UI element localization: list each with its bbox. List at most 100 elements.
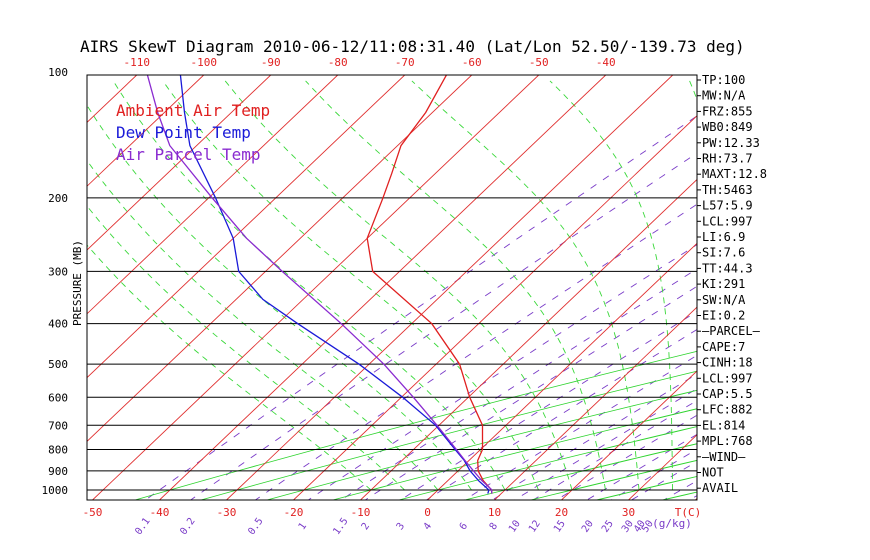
profile-line-dewpoint — [179, 75, 490, 494]
chart-title: AIRS SkewT Diagram 2010-06-12/11:08:31.4… — [80, 37, 745, 56]
index-item: AVAIL — [702, 481, 738, 495]
pressure-tick-label: 800 — [48, 443, 68, 456]
moist-adiabat-line — [87, 104, 472, 491]
mixing-ratio-unit: (g/kg) — [652, 517, 692, 530]
index-item: KI:291 — [702, 277, 745, 291]
index-item: CAPE:7 — [702, 340, 745, 354]
pressure-tick-label: 300 — [48, 265, 68, 278]
isotherm-line — [494, 306, 697, 500]
bottom-tick-label: -20 — [284, 506, 304, 519]
moist-adiabat-line — [87, 205, 405, 491]
bottom-tick-label: 30 — [622, 506, 635, 519]
pressure-tick-label: 500 — [48, 358, 68, 371]
index-item: CINH:18 — [702, 356, 753, 370]
mixing-ratio-line — [514, 388, 697, 500]
index-item: CAP:5.5 — [702, 387, 753, 401]
index-item: WB0:849 — [702, 120, 753, 134]
moist-adiabat-line — [411, 80, 640, 491]
bottom-tick-label: T(C) — [675, 506, 702, 519]
moist-adiabat-line — [549, 80, 673, 490]
isobar-lines — [87, 197, 697, 491]
moist-adiabat-line — [112, 80, 506, 491]
index-item: SI:7.6 — [702, 246, 745, 260]
mixing-ratio-tick-label: 1 — [297, 521, 309, 532]
index-item: —WIND— — [702, 450, 746, 464]
isotherm-line — [87, 75, 473, 443]
mixing-ratio-line — [190, 152, 697, 500]
mixing-ratio-tick-label: 12 — [527, 518, 543, 534]
index-item: EL:814 — [702, 418, 745, 432]
bottom-tick-label: -40 — [150, 506, 170, 519]
top-tick-label: -50 — [529, 56, 549, 69]
index-item: —PARCEL— — [702, 324, 761, 338]
bottom-tick-label: -10 — [351, 506, 371, 519]
mixing-ratio-line — [464, 354, 697, 500]
isotherm-line — [0, 75, 3, 500]
isotherm-line — [226, 75, 674, 500]
moist-adiabat-line — [305, 80, 606, 491]
top-tick-label: -40 — [596, 56, 616, 69]
mixing-ratio-tick-label: 0.2 — [178, 516, 197, 537]
bottom-tick-label: 0 — [424, 506, 431, 519]
mixing-ratio-tick-label: 3 — [395, 521, 407, 532]
dry-adiabat-line — [332, 408, 697, 500]
mixing-ratio-tick-label: 0.5 — [246, 516, 265, 537]
mixing-ratio-tick-label: 1.5 — [331, 516, 350, 537]
top-tick-label: -100 — [191, 56, 218, 69]
dry-adiabat-line — [464, 443, 697, 500]
index-item: EI:0.2 — [702, 309, 745, 323]
isotherm-line — [87, 75, 205, 187]
mixing-ratio-tick-label: 6 — [458, 521, 470, 532]
bottom-tick-label: 10 — [488, 506, 501, 519]
legend-air-parcel-temp: Air Parcel Temp — [116, 145, 261, 164]
dry-adiabat-line — [200, 370, 697, 500]
isotherm-line — [87, 75, 272, 251]
isotherm-line — [360, 178, 697, 500]
profile-line-ambient — [366, 75, 493, 494]
index-item: TH:5463 — [702, 183, 753, 197]
pressure-tick-label: 600 — [48, 391, 68, 404]
index-item: LI:6.9 — [702, 230, 745, 244]
legend-dew-point-temp: Dew Point Temp — [116, 123, 251, 142]
mixing-ratio-tick-label: 20 — [580, 518, 596, 534]
mixing-ratio-tick-label: 2 — [360, 521, 372, 532]
bottom-tick-label: -50 — [83, 506, 103, 519]
mixing-ratio-line — [400, 310, 697, 500]
index-item: L57:5.9 — [702, 199, 753, 213]
index-item: LFC:882 — [702, 403, 753, 417]
isotherm-line — [159, 75, 607, 500]
dry-adiabat-line — [134, 350, 697, 500]
mixing-ratio-tick-label: 25 — [600, 518, 616, 534]
bottom-temperature-ticks: -50 -40 -30 -20 -10 0 10 20 30 T(C) — [83, 506, 702, 519]
pressure-tick-label: 700 — [48, 419, 68, 432]
dry-adiabat-line — [861, 75, 870, 500]
pressure-tick-label: 900 — [48, 465, 68, 478]
mixing-ratio-line — [255, 203, 697, 500]
isotherm-line — [87, 75, 339, 315]
moist-adiabat-line — [87, 159, 439, 491]
index-item: TT:44.3 — [702, 261, 753, 275]
isotherm-line — [763, 75, 870, 500]
mixing-ratio-line — [365, 285, 697, 500]
index-item: NOT — [702, 466, 724, 480]
mixing-ratio-line — [532, 400, 697, 500]
profile-lines — [146, 75, 493, 494]
moist-adiabat-line — [162, 80, 539, 491]
top-tick-label: -110 — [124, 56, 151, 69]
mixing-ratio-line — [145, 115, 697, 500]
legend: Ambient Air Temp Dew Point Temp Air Parc… — [116, 101, 270, 164]
isotherm-line — [830, 75, 870, 500]
y-axis-label: PRESSURE (MB) — [71, 240, 84, 326]
top-tick-label: -80 — [328, 56, 348, 69]
index-item: LCL:997 — [702, 214, 753, 228]
dry-adiabat-line — [398, 426, 697, 500]
top-tick-label: -70 — [395, 56, 415, 69]
mixing-ratio-tick-label: 4 — [422, 521, 434, 532]
top-tick-label: -90 — [261, 56, 281, 69]
legend-ambient-air-temp: Ambient Air Temp — [116, 101, 270, 120]
isotherm-line — [293, 115, 697, 500]
dry-adiabat-line — [266, 389, 697, 500]
profile-line-parcel — [146, 75, 493, 494]
